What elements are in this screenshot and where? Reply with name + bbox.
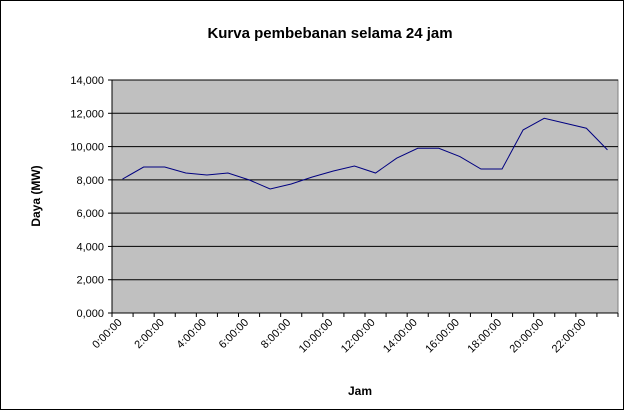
plot-area (111, 79, 619, 314)
y-tick-label: 2,000 (76, 275, 104, 287)
chart-title: Kurva pembebanan selama 24 jam (207, 25, 452, 42)
y-tick-label: 12,000 (70, 108, 104, 120)
y-tick-label: 4,000 (76, 241, 104, 253)
y-tick-label: 14,000 (70, 75, 104, 87)
y-tick-label: 8,000 (76, 175, 104, 187)
y-tick-label: 10,000 (70, 142, 104, 154)
y-axis-title: Daya (MW) (29, 165, 43, 226)
x-axis-title: Jam (348, 384, 372, 398)
y-tick-label: 6,000 (76, 208, 104, 220)
data-line (122, 117, 608, 190)
y-tick-label: 0,000 (76, 308, 104, 320)
